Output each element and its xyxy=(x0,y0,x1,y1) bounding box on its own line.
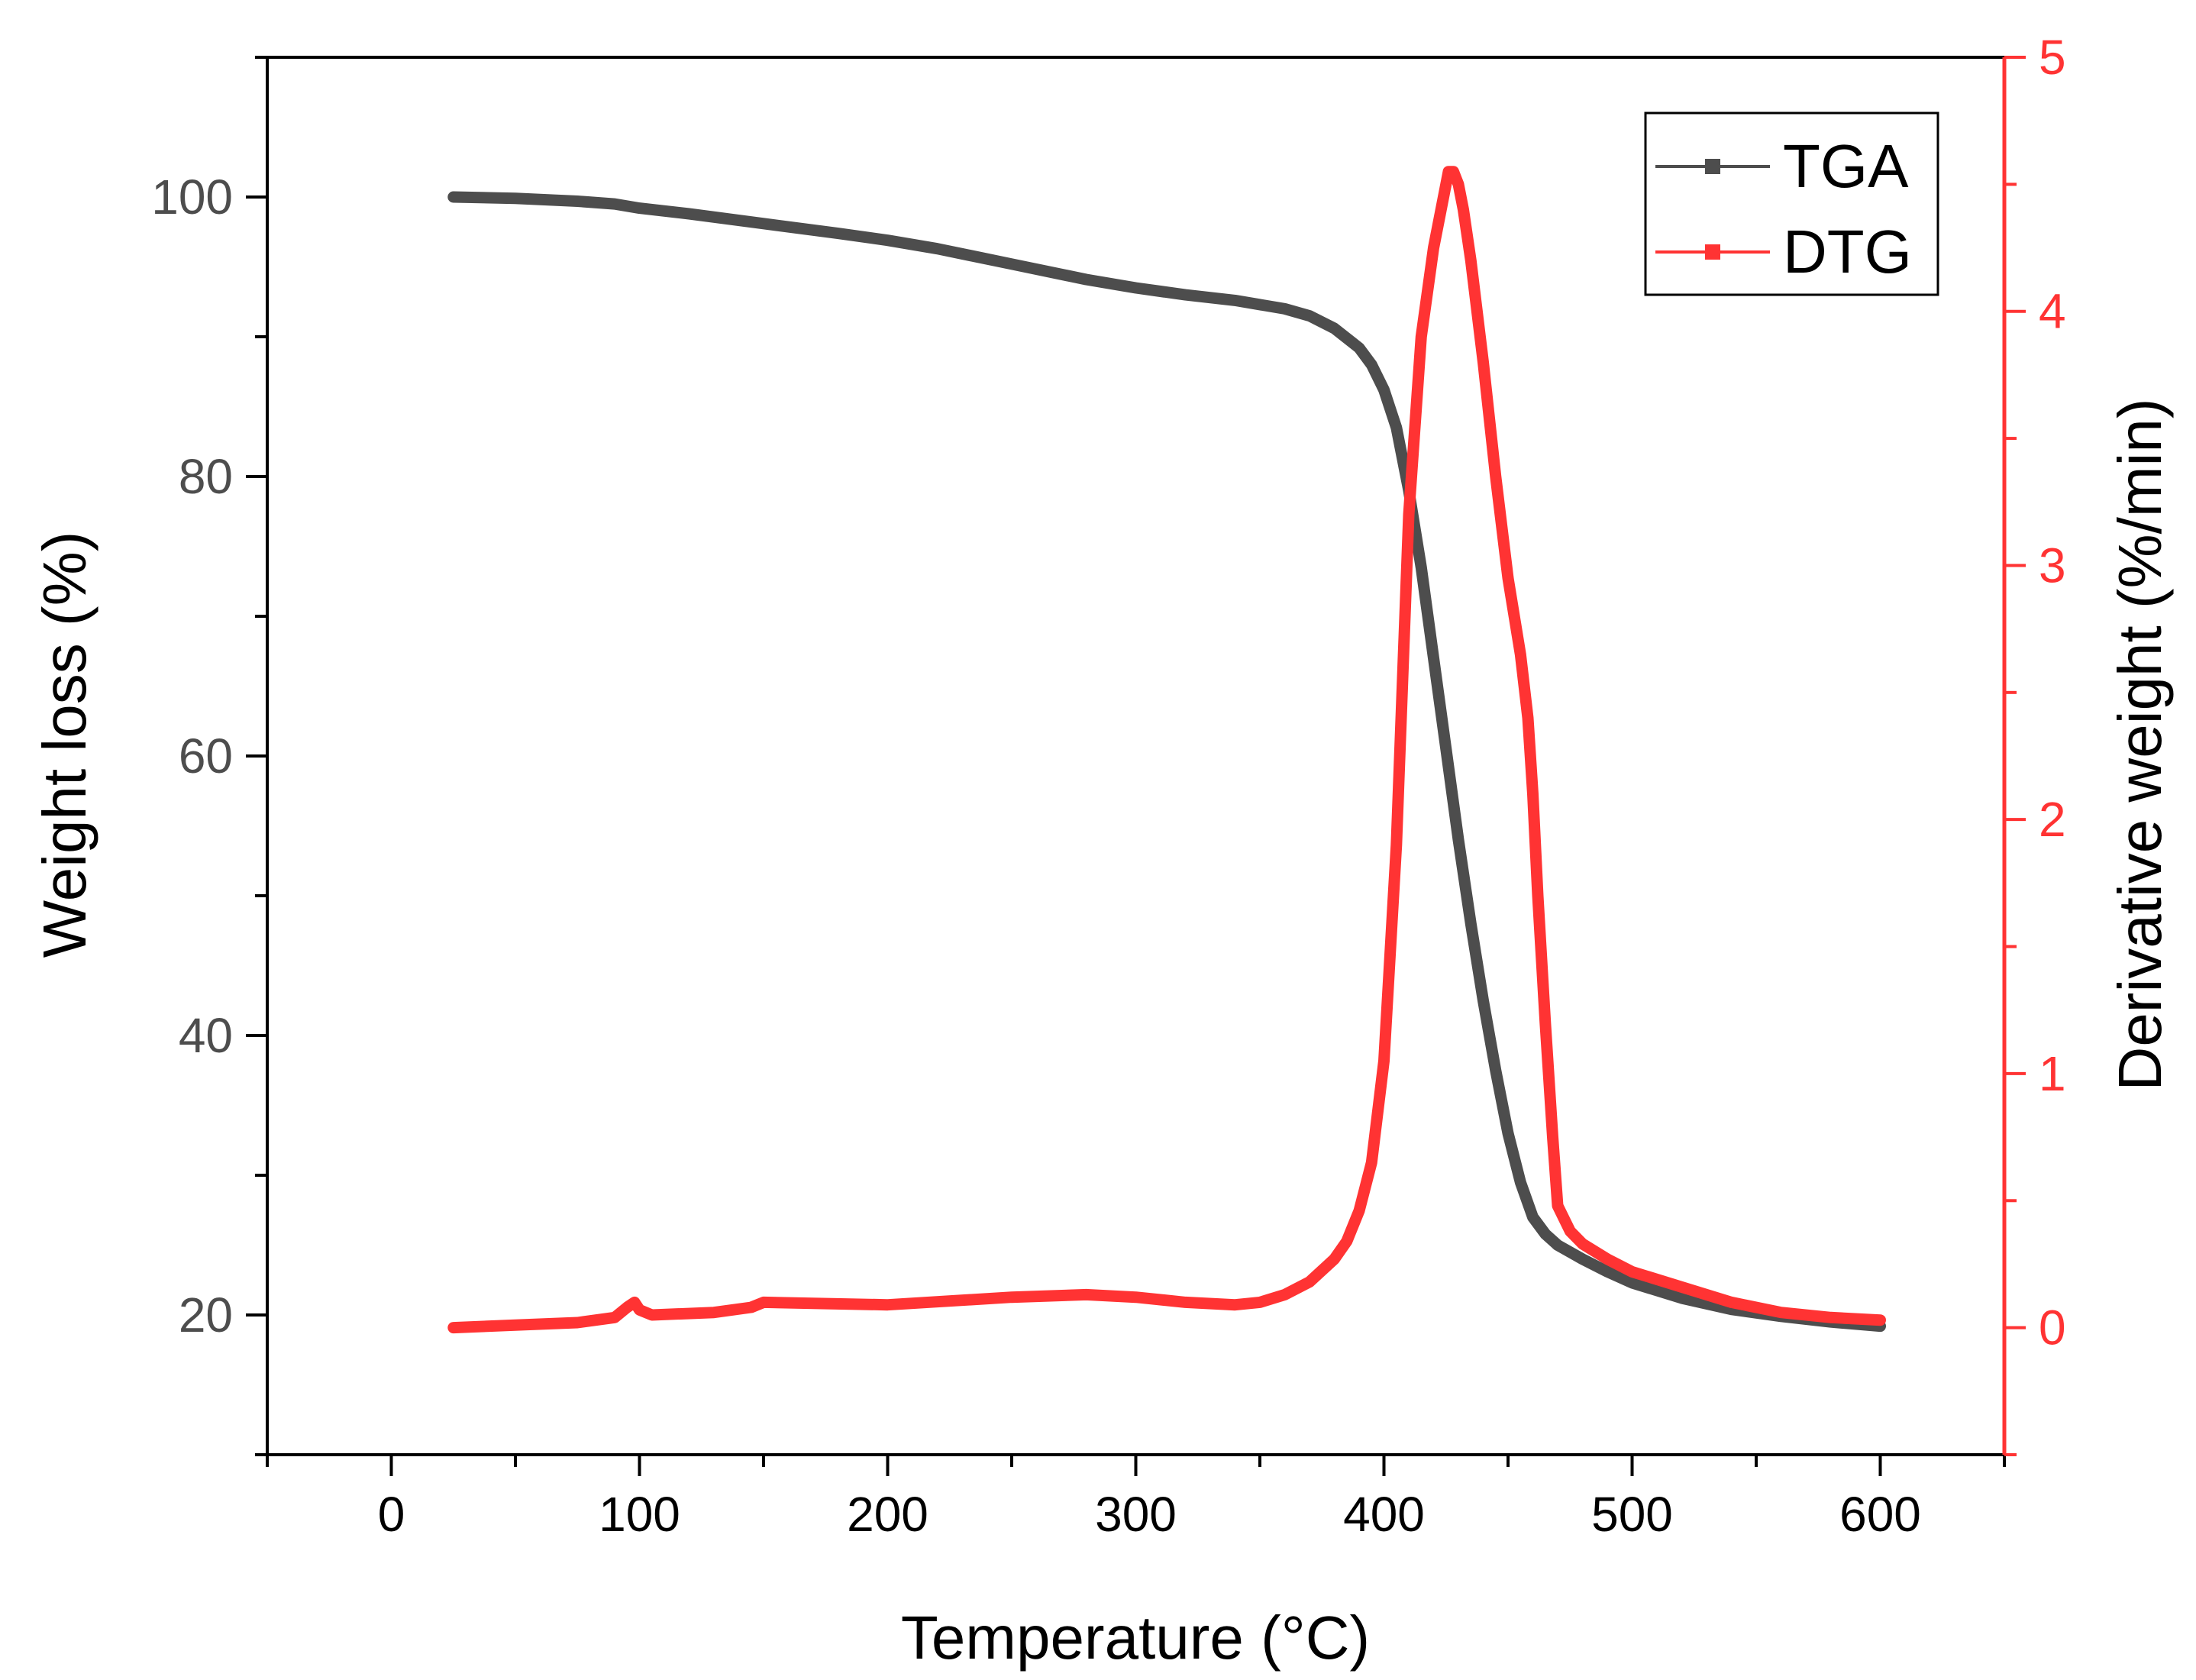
tga-series-line xyxy=(447,191,1886,1333)
y-left-tick-label: 20 xyxy=(179,1287,233,1342)
x-tick-label: 200 xyxy=(847,1487,928,1542)
legend-tga-label: TGA xyxy=(1783,132,1909,200)
legend-dtg-label: DTG xyxy=(1783,218,1912,286)
y-right-tick-label: 0 xyxy=(2039,1300,2066,1355)
y-right-axis: 0 1 2 3 4 5 xyxy=(2004,30,2066,1456)
y-right-tick-label: 1 xyxy=(2039,1046,2066,1101)
legend-dtg-marker xyxy=(1705,244,1720,260)
y-right-axis-title: Derivative weight (%/min) xyxy=(2106,399,2174,1091)
legend: TGA DTG xyxy=(1644,111,1939,296)
x-tick-label: 500 xyxy=(1591,1487,1673,1542)
x-tick-label: 600 xyxy=(1839,1487,1921,1542)
y-left-tick-label: 60 xyxy=(179,729,233,783)
y-left-tick-label: 100 xyxy=(151,170,233,225)
y-left-tick-label: 40 xyxy=(179,1008,233,1063)
x-axis-title: Temperature (°C) xyxy=(901,1604,1370,1672)
y-right-tick-label: 4 xyxy=(2039,284,2066,339)
y-right-tick-label: 3 xyxy=(2039,538,2066,593)
y-left-axis: 20 40 60 80 100 xyxy=(151,56,267,1456)
x-tick-label: 100 xyxy=(599,1487,680,1542)
x-axis: 0 100 200 300 400 500 600 xyxy=(266,1455,2006,1542)
x-tick-label: 300 xyxy=(1095,1487,1177,1542)
y-right-tick-label: 2 xyxy=(2039,792,2066,847)
dtg-series-line xyxy=(447,166,1886,1334)
x-tick-label: 0 xyxy=(378,1487,405,1542)
series-layer xyxy=(447,166,1886,1334)
x-tick-label: 400 xyxy=(1343,1487,1425,1542)
y-left-tick-label: 80 xyxy=(179,449,233,504)
legend-box xyxy=(1644,111,1939,296)
legend-tga-marker xyxy=(1705,159,1720,174)
y-left-axis-title: Weight loss (%) xyxy=(31,531,98,958)
y-right-tick-label: 5 xyxy=(2039,30,2066,85)
